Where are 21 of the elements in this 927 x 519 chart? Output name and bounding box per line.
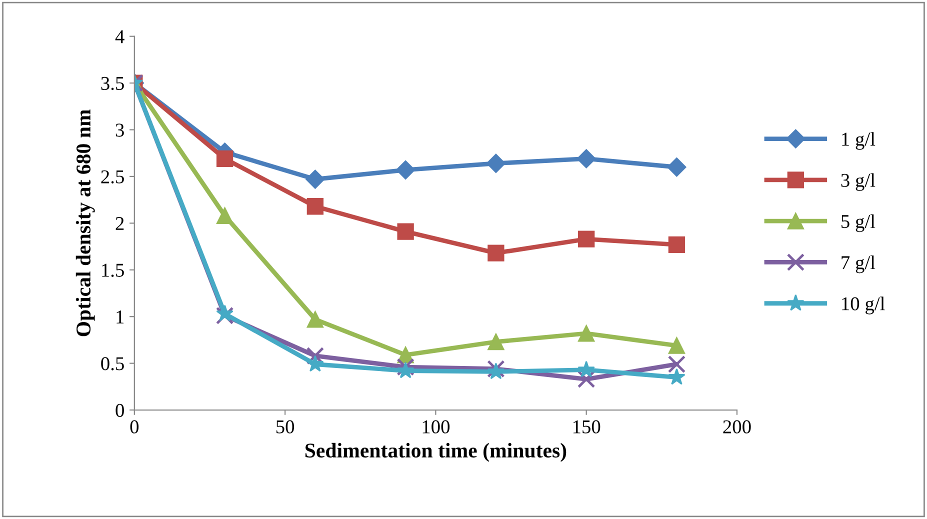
- legend-label: 7 g/l: [842, 256, 876, 274]
- y-axis-title: Optical density at 680 nm: [76, 110, 95, 336]
- y-tick-label: 0: [116, 404, 124, 417]
- y-tick-label: 1.5: [102, 264, 124, 277]
- x-axis-title: Sedimentation time (minutes): [305, 442, 566, 462]
- y-tick-label: 2: [116, 217, 124, 230]
- y-tick-label: 1: [116, 310, 124, 324]
- x-tick-label: 100: [422, 420, 450, 434]
- x-tick-label: 150: [573, 420, 600, 434]
- y-tick-label: 2.5: [101, 170, 124, 184]
- legend-label: 10 g/l: [842, 296, 885, 314]
- legend-label: 3 g/l: [841, 173, 876, 191]
- y-tick-label: 3: [116, 124, 124, 137]
- legend-label: 5 g/l: [842, 214, 876, 232]
- x-tick-label: 200: [723, 420, 751, 434]
- y-tick-label: 3.5: [101, 76, 124, 90]
- x-tick-label: 0: [130, 420, 139, 434]
- x-tick-label: 50: [276, 420, 294, 434]
- y-tick-label: 4: [115, 30, 124, 44]
- y-tick-label: 0.5: [101, 357, 124, 370]
- legend-label: 1 g/l: [842, 132, 876, 150]
